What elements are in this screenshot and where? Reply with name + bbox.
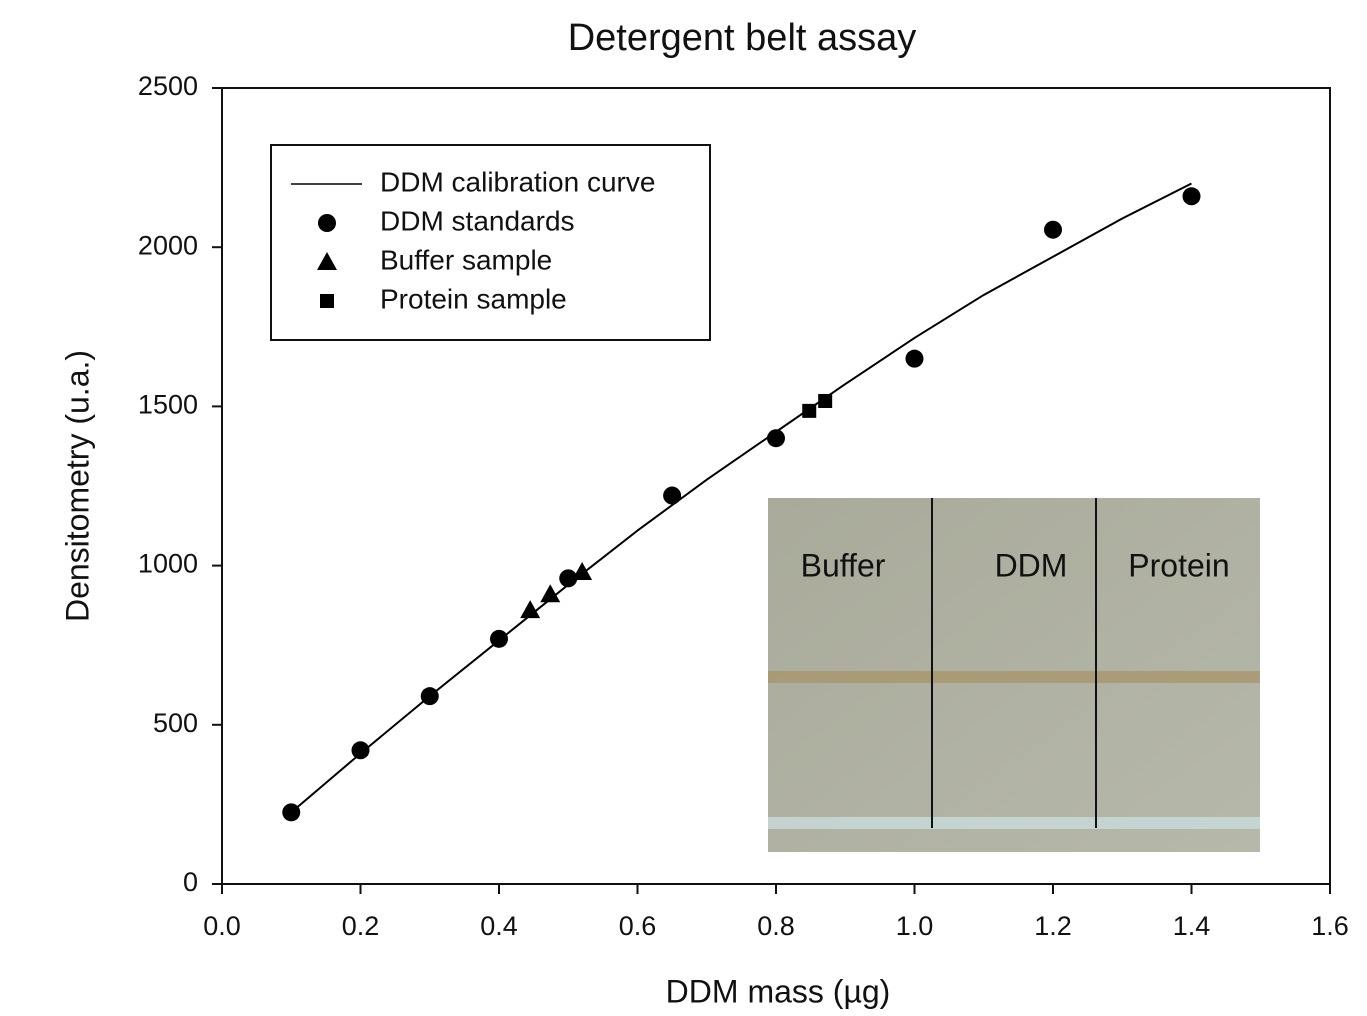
point — [1044, 220, 1062, 239]
x-tick-label: 1.0 — [896, 911, 934, 941]
calibration-curve — [290, 182, 1192, 814]
legend — [270, 144, 711, 341]
point — [1182, 187, 1201, 206]
x-tick-label: 0.8 — [757, 911, 795, 941]
y-tick-label: 0 — [183, 867, 198, 897]
chart-title: Detergent belt assay — [568, 17, 917, 59]
point — [282, 803, 301, 822]
y-axis-label: Densitometry (u.a.) — [59, 350, 95, 622]
gel-band — [768, 817, 1260, 829]
point — [420, 687, 439, 706]
gel-inset: Buffer DDM Protein — [768, 498, 1260, 852]
legend-symbol — [318, 214, 336, 232]
legend-label: Buffer sample — [380, 244, 552, 275]
gel-band — [768, 671, 1260, 683]
legend-symbol — [320, 294, 334, 308]
y-tick-label: 2500 — [138, 71, 198, 101]
y-tick-label: 1000 — [138, 549, 198, 579]
point — [572, 561, 593, 580]
x-tick-label: 0.6 — [619, 911, 657, 941]
y-tick-label: 500 — [153, 708, 198, 738]
point — [490, 629, 508, 648]
x-tick-label: 0.0 — [203, 911, 241, 941]
legend-label: DDM standards — [380, 205, 575, 236]
y-tick-label: 2000 — [138, 230, 198, 260]
point — [818, 393, 833, 408]
x-tick-label: 0.2 — [342, 911, 380, 941]
gel-label: Protein — [1128, 547, 1229, 583]
x-tick-label: 1.6 — [1311, 911, 1349, 941]
y-tick-label: 1500 — [138, 390, 198, 420]
legend-label: DDM calibration curve — [380, 166, 655, 197]
point — [767, 429, 785, 448]
x-axis-label: DDM mass (µg) — [666, 973, 891, 1009]
point — [905, 349, 924, 368]
legend-symbol — [317, 252, 337, 270]
point — [559, 569, 578, 588]
point — [540, 584, 561, 603]
point — [351, 741, 370, 760]
x-tick-label: 1.4 — [1173, 911, 1211, 941]
gel-label: Buffer — [801, 547, 886, 583]
point — [802, 403, 817, 418]
x-tick-label: 1.2 — [1034, 911, 1072, 941]
point — [520, 600, 541, 619]
point — [663, 486, 682, 505]
gel-label: DDM — [995, 547, 1068, 583]
legend-label: Protein sample — [380, 283, 567, 314]
x-tick-label: 0.4 — [480, 911, 518, 941]
